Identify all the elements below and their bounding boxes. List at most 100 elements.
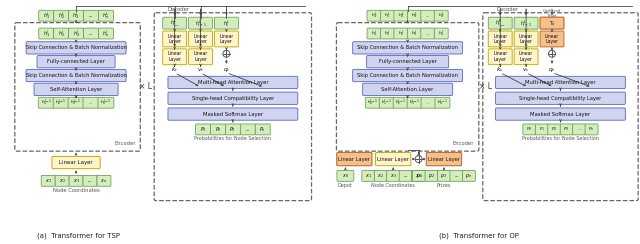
Text: Decoder: Decoder (496, 7, 518, 12)
Text: $P_1$: $P_1$ (200, 125, 207, 134)
Text: $h_2^{L}$: $h_2^{L}$ (397, 10, 404, 21)
Text: $k_t$: $k_t$ (171, 65, 178, 74)
Text: $h_2^{l}$: $h_2^{l}$ (58, 28, 65, 39)
Text: $p_2$: $p_2$ (428, 172, 435, 180)
Text: ...: ... (427, 101, 431, 105)
Text: Single-head Compatibility Layer: Single-head Compatibility Layer (519, 96, 602, 101)
Text: $h_{t_{-n}}^{L}$: $h_{t_{-n}}^{L}$ (170, 17, 179, 29)
Text: $h_2^{l-1}$: $h_2^{l-1}$ (56, 97, 67, 108)
Text: $h_3^{L}$: $h_3^{L}$ (72, 10, 79, 21)
Text: $h_n^{L}$: $h_n^{L}$ (438, 10, 445, 21)
FancyBboxPatch shape (168, 92, 298, 104)
FancyBboxPatch shape (363, 83, 452, 95)
FancyBboxPatch shape (84, 28, 99, 39)
Text: Linear
Layer: Linear Layer (493, 34, 508, 44)
Text: Probabilities for Node Selection: Probabilities for Node Selection (195, 136, 271, 141)
FancyBboxPatch shape (26, 69, 126, 82)
FancyBboxPatch shape (196, 124, 211, 135)
Text: $P_n$: $P_n$ (588, 126, 595, 133)
Text: ...: ... (89, 31, 93, 36)
FancyBboxPatch shape (337, 152, 372, 166)
FancyBboxPatch shape (38, 97, 54, 108)
FancyBboxPatch shape (374, 171, 387, 181)
Text: $h_{t+1}^{L}$: $h_{t+1}^{L}$ (520, 18, 532, 29)
Text: $h_{t_{max}}^{P}$: $h_{t_{max}}^{P}$ (495, 17, 506, 29)
Text: Node Coordinates: Node Coordinates (371, 183, 415, 188)
FancyBboxPatch shape (376, 152, 411, 166)
FancyBboxPatch shape (39, 28, 54, 39)
FancyBboxPatch shape (214, 31, 238, 47)
Text: $h_n^{l}$: $h_n^{l}$ (102, 28, 109, 39)
Text: $h_n^{l}$: $h_n^{l}$ (438, 28, 445, 39)
FancyBboxPatch shape (41, 175, 55, 186)
FancyBboxPatch shape (163, 49, 187, 65)
FancyBboxPatch shape (34, 83, 118, 95)
Text: Linear Layer: Linear Layer (339, 157, 371, 162)
Text: $x_2$: $x_2$ (59, 177, 65, 185)
FancyBboxPatch shape (407, 97, 422, 108)
FancyBboxPatch shape (99, 10, 113, 21)
FancyBboxPatch shape (413, 171, 426, 181)
Text: Prizes: Prizes (436, 183, 451, 188)
FancyBboxPatch shape (68, 97, 84, 108)
FancyBboxPatch shape (189, 17, 212, 29)
Text: Linear
Layer: Linear Layer (220, 34, 234, 44)
Text: $P_2$: $P_2$ (551, 126, 557, 133)
FancyBboxPatch shape (367, 10, 381, 21)
FancyBboxPatch shape (53, 97, 69, 108)
FancyBboxPatch shape (450, 171, 463, 181)
Text: Multi-head Attention Layer: Multi-head Attention Layer (198, 80, 268, 85)
FancyBboxPatch shape (585, 124, 598, 135)
FancyBboxPatch shape (408, 10, 421, 21)
FancyBboxPatch shape (37, 56, 115, 68)
FancyBboxPatch shape (367, 28, 381, 39)
FancyBboxPatch shape (560, 124, 573, 135)
FancyBboxPatch shape (97, 175, 111, 186)
Text: Linear
Layer: Linear Layer (168, 51, 182, 62)
Text: $h_{t+1}^{L}$: $h_{t+1}^{L}$ (195, 18, 207, 29)
Text: Linear Layer: Linear Layer (377, 157, 409, 162)
FancyBboxPatch shape (337, 171, 354, 181)
FancyBboxPatch shape (255, 124, 270, 135)
Text: $x_1$: $x_1$ (45, 177, 52, 185)
Text: $q_t$: $q_t$ (223, 66, 230, 74)
FancyBboxPatch shape (435, 10, 448, 21)
Text: $x_n$: $x_n$ (100, 177, 108, 185)
Text: $P_3$: $P_3$ (230, 125, 236, 134)
FancyBboxPatch shape (387, 171, 399, 181)
Text: ...: ... (426, 14, 430, 18)
Text: $v_t$: $v_t$ (197, 66, 204, 73)
FancyBboxPatch shape (189, 31, 212, 47)
Text: Multi-head Attention Layer: Multi-head Attention Layer (525, 80, 596, 85)
Text: $p_1$: $p_1$ (415, 172, 422, 180)
Text: $h_1^{l-1}$: $h_1^{l-1}$ (381, 97, 392, 108)
Text: $q_c$: $q_c$ (548, 66, 556, 74)
FancyBboxPatch shape (380, 97, 394, 108)
Text: $T_d$: $T_d$ (548, 19, 556, 28)
FancyBboxPatch shape (52, 156, 100, 169)
Text: $h_1^{L}$: $h_1^{L}$ (223, 18, 230, 29)
Text: $h_n^{l-1}$: $h_n^{l-1}$ (100, 98, 111, 108)
Text: Linear Layer: Linear Layer (60, 160, 93, 165)
Text: Linear
Layer: Linear Layer (519, 51, 533, 62)
FancyBboxPatch shape (163, 31, 187, 47)
FancyBboxPatch shape (425, 171, 438, 181)
FancyBboxPatch shape (435, 97, 450, 108)
FancyBboxPatch shape (68, 10, 84, 21)
Text: Encoder: Encoder (453, 141, 474, 146)
Text: Depot: Depot (338, 183, 353, 188)
FancyBboxPatch shape (365, 97, 380, 108)
FancyBboxPatch shape (84, 10, 99, 21)
Text: $h_3^{L}$: $h_3^{L}$ (411, 10, 418, 21)
FancyBboxPatch shape (241, 124, 255, 135)
Text: Fully-connected Layer: Fully-connected Layer (47, 59, 105, 64)
Text: Probabilities for Node Selection: Probabilities for Node Selection (522, 136, 599, 141)
Text: $h_3^{l}$: $h_3^{l}$ (72, 28, 79, 39)
Text: $h_2^{l}$: $h_2^{l}$ (397, 28, 404, 39)
FancyBboxPatch shape (98, 97, 114, 108)
FancyBboxPatch shape (421, 97, 436, 108)
FancyBboxPatch shape (573, 124, 586, 135)
FancyBboxPatch shape (540, 17, 564, 29)
Text: $h_0^{L}$: $h_0^{L}$ (371, 10, 378, 21)
Text: $v_c$: $v_c$ (522, 66, 530, 73)
